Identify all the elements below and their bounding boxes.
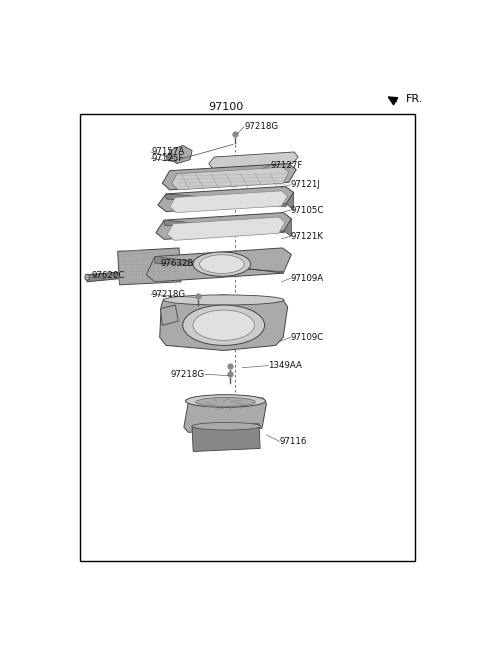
Text: 97121J: 97121J <box>290 180 321 190</box>
Ellipse shape <box>193 310 254 340</box>
Ellipse shape <box>193 252 251 276</box>
Polygon shape <box>284 218 291 236</box>
Polygon shape <box>118 248 181 285</box>
Text: 97116: 97116 <box>279 437 307 446</box>
Polygon shape <box>172 167 289 190</box>
Text: 97109C: 97109C <box>290 333 324 342</box>
Polygon shape <box>155 256 283 273</box>
Polygon shape <box>168 146 192 163</box>
Text: 97632B: 97632B <box>160 258 194 268</box>
Text: 97620C: 97620C <box>92 271 125 280</box>
Polygon shape <box>160 305 178 325</box>
Polygon shape <box>209 152 298 169</box>
Ellipse shape <box>115 273 120 278</box>
Polygon shape <box>146 248 291 282</box>
Text: 1349AA: 1349AA <box>268 361 302 370</box>
Ellipse shape <box>183 305 264 346</box>
Polygon shape <box>156 213 291 239</box>
Ellipse shape <box>163 295 284 305</box>
Polygon shape <box>164 220 284 233</box>
Polygon shape <box>166 194 286 207</box>
Polygon shape <box>166 153 173 161</box>
Text: 97121K: 97121K <box>290 232 324 241</box>
Ellipse shape <box>192 422 261 430</box>
Text: 97218G: 97218G <box>244 122 278 131</box>
Text: FR.: FR. <box>406 94 423 104</box>
Text: 97125F: 97125F <box>151 154 183 163</box>
Polygon shape <box>86 272 119 282</box>
Text: 97157A: 97157A <box>151 148 184 157</box>
Bar <box>81 114 415 561</box>
Polygon shape <box>286 192 294 210</box>
Polygon shape <box>160 295 288 350</box>
Text: 97218G: 97218G <box>151 290 185 299</box>
Text: 97100: 97100 <box>208 102 243 112</box>
Text: 97127F: 97127F <box>270 161 302 170</box>
Polygon shape <box>162 163 296 190</box>
Ellipse shape <box>200 255 244 274</box>
Text: 97109A: 97109A <box>290 274 324 283</box>
Ellipse shape <box>85 274 89 280</box>
Text: 97218G: 97218G <box>171 370 205 379</box>
Text: 97105C: 97105C <box>290 205 324 215</box>
Polygon shape <box>170 191 288 213</box>
Polygon shape <box>167 217 285 240</box>
Polygon shape <box>184 398 266 432</box>
Polygon shape <box>158 186 294 212</box>
Polygon shape <box>192 424 260 451</box>
Ellipse shape <box>196 398 255 407</box>
Ellipse shape <box>186 395 265 407</box>
